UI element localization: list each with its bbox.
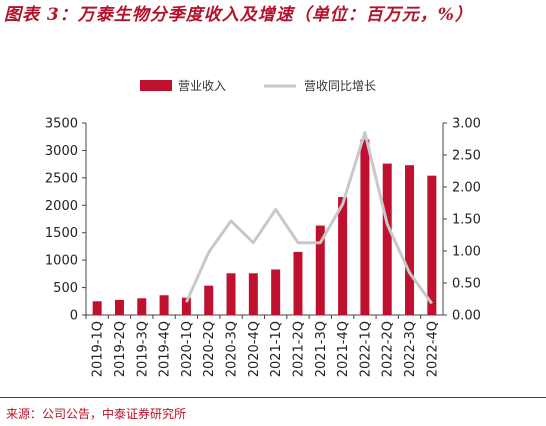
left-y-tick-label: 0 (70, 309, 78, 324)
right-y-tick-label: 2.00 (452, 181, 481, 196)
x-tick-label: 2020-1Q (180, 321, 195, 377)
x-tick-label: 2019-2Q (113, 321, 128, 377)
left-y-tick-label: 500 (53, 281, 78, 296)
legend-line-label: 营收同比增长 (304, 79, 376, 93)
bar-series (92, 139, 437, 315)
right-y-tick-label: 2.50 (452, 149, 481, 164)
revenue-bar (360, 139, 370, 315)
right-y-tick-label: 0.00 (452, 309, 481, 324)
x-tick-label: 2022-1Q (358, 321, 373, 377)
revenue-bar (271, 269, 281, 315)
revenue-bar (137, 298, 147, 315)
x-tick-label: 2019-1Q (91, 321, 106, 377)
revenue-bar (248, 273, 258, 315)
x-tick-label: 2022-4Q (425, 321, 440, 377)
left-y-tick-label: 1500 (45, 226, 78, 241)
left-y-tick-label: 3000 (45, 144, 78, 159)
legend: 营业收入 营收同比增长 (140, 79, 376, 93)
left-y-tick-label: 2500 (45, 171, 78, 186)
legend-bar-label: 营业收入 (178, 79, 226, 93)
left-y-tick-label: 3500 (45, 117, 78, 132)
right-y-tick-label: 1.00 (452, 245, 481, 260)
revenue-bar (114, 299, 124, 315)
left-y-tick-label: 2000 (45, 199, 78, 214)
x-axis-labels: 2019-1Q 2019-2Q 2019-3Q 2019-4Q 2020-1Q 2020-… (85, 315, 440, 377)
right-y-tick-label: 1.50 (452, 213, 481, 228)
revenue-bar (293, 251, 303, 315)
footer-divider (0, 397, 546, 398)
left-y-tick-label: 1000 (45, 254, 78, 269)
revenue-bar (315, 225, 325, 315)
x-tick-label: 2021-1Q (269, 321, 284, 377)
revenue-bar (159, 295, 169, 315)
x-tick-label: 2021-2Q (291, 321, 306, 377)
line-series (185, 131, 434, 305)
x-tick-label: 2020-4Q (247, 321, 262, 377)
revenue-bar (204, 285, 214, 315)
right-y-tick-label: 0.50 (452, 277, 481, 292)
revenue-bar (382, 163, 392, 315)
revenue-bar (181, 297, 191, 315)
growth-line (185, 131, 434, 305)
x-tick-label: 2022-2Q (381, 321, 396, 377)
axes: 0 500 1000 1500 2000 2500 3000 3500 0.00 0.50 1.00… (45, 117, 481, 324)
x-tick-label: 2020-3Q (225, 321, 240, 377)
x-tick-label: 2019-4Q (158, 321, 173, 377)
revenue-bar (405, 165, 415, 315)
right-y-tick-label: 3.00 (452, 117, 481, 132)
x-tick-label: 2021-3Q (314, 321, 329, 377)
revenue-bar (92, 301, 102, 315)
revenue-bar (226, 273, 236, 315)
x-tick-label: 2019-3Q (135, 321, 150, 377)
x-tick-label: 2022-3Q (403, 321, 418, 377)
chart-title: 图表 3：万泰生物分季度收入及增速（单位：百万元，%） (4, 5, 473, 25)
revenue-bar (338, 197, 348, 315)
chart: 营业收入 营收同比增长 0 500 1000 1500 2000 2500 3000 3500… (45, 79, 481, 377)
source-note: 来源：公司公告，中泰证券研究所 (6, 407, 187, 421)
x-tick-label: 2021-4Q (336, 321, 351, 377)
revenue-bar (427, 175, 437, 315)
legend-bar-swatch (140, 80, 172, 91)
x-tick-label: 2020-2Q (202, 321, 217, 377)
